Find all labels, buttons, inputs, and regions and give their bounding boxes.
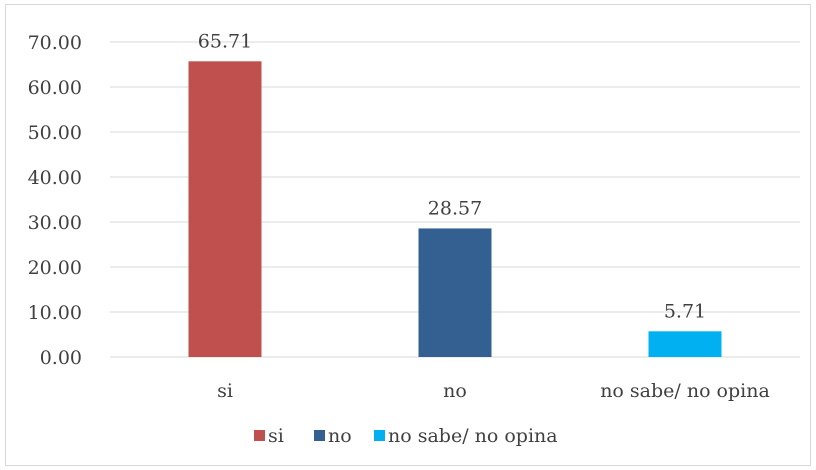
legend-label: si [268, 425, 284, 447]
legend: si no no sabe/ no opina [254, 425, 558, 447]
y-tick-label: 30.00 [28, 212, 82, 234]
bars [188, 61, 722, 358]
y-tick-label: 40.00 [28, 167, 82, 189]
x-tick-label: no [443, 380, 467, 402]
y-tick-label: 60.00 [28, 77, 82, 99]
x-tick-label: si [217, 380, 233, 402]
data-label: 28.57 [428, 197, 482, 219]
data-label: 5.71 [664, 300, 706, 322]
y-tick-label: 20.00 [28, 257, 82, 279]
legend-label: no [328, 425, 352, 447]
y-tick-label: 50.00 [28, 122, 82, 144]
data-label: 65.71 [198, 30, 252, 52]
y-tick-label: 10.00 [28, 302, 82, 324]
chart-frame [5, 4, 811, 466]
y-tick-label: 70.00 [28, 32, 82, 54]
bar-no [418, 228, 492, 357]
legend-label: no sabe/ no opina [388, 425, 558, 447]
y-tick-label: 0.00 [40, 347, 82, 369]
bar-si [188, 61, 262, 358]
legend-swatch [254, 430, 265, 441]
x-tick-label: no sabe/ no opina [600, 380, 770, 402]
x-axis: si no no sabe/ no opina [217, 380, 770, 402]
y-axis: 0.00 10.00 20.00 30.00 40.00 50.00 60.00 70.00 [28, 32, 82, 369]
legend-swatch [314, 430, 325, 441]
data-labels: 65.71 28.57 5.71 [198, 30, 706, 322]
legend-swatch [374, 430, 385, 441]
bar-no-sabe-no-opina [648, 331, 722, 357]
